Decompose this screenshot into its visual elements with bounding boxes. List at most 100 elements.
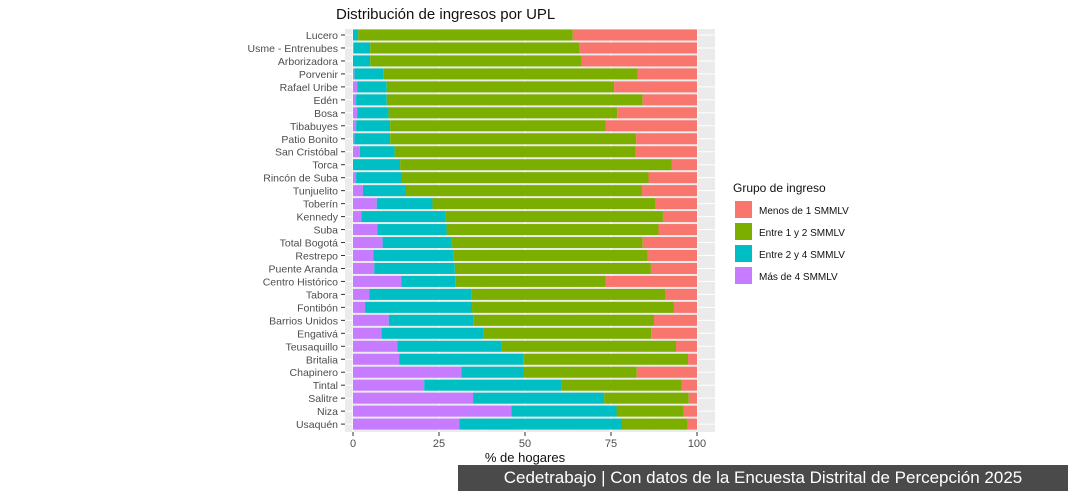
bar-segment-menos-de-1-smmlv: [635, 146, 697, 158]
bar-segment-m-s-de-4-smmlv: [353, 301, 366, 313]
bar-segment-menos-de-1-smmlv: [687, 418, 697, 430]
x-axis-label: % de hogares: [485, 450, 566, 465]
bar-segment-m-s-de-4-smmlv: [353, 211, 362, 223]
bar-segment-menos-de-1-smmlv: [642, 237, 697, 249]
bar-segment-entre-1-y-2-smmlv: [451, 237, 643, 249]
bar-segment-entre-1-y-2-smmlv: [453, 249, 648, 261]
bar-segment-entre-1-y-2-smmlv: [405, 185, 642, 197]
bar-segment-entre-1-y-2-smmlv: [616, 405, 684, 417]
y-tick-label: Barrios Unidos: [269, 315, 338, 327]
bar-segment-entre-2-y-4-smmlv: [397, 340, 502, 352]
bar-segment-entre-2-y-4-smmlv: [356, 120, 391, 132]
bar-segment-m-s-de-4-smmlv: [353, 237, 383, 249]
bar-segment-m-s-de-4-smmlv: [353, 107, 358, 119]
legend-label: Entre 2 y 4 SMMLV: [759, 250, 845, 261]
bar-segment-entre-2-y-4-smmlv: [354, 68, 384, 80]
bar-segment-m-s-de-4-smmlv: [353, 275, 402, 287]
bar-segment-entre-1-y-2-smmlv: [401, 172, 649, 184]
y-tick-label: Rafael Uribe: [280, 82, 339, 94]
y-tick-label: San Cristóbal: [275, 147, 338, 159]
bar-segment-entre-1-y-2-smmlv: [501, 340, 677, 352]
bar-segment-m-s-de-4-smmlv: [353, 418, 460, 430]
bar-segment-m-s-de-4-smmlv: [353, 146, 360, 158]
bar-segment-entre-1-y-2-smmlv: [390, 133, 637, 145]
bar-segment-menos-de-1-smmlv: [641, 185, 697, 197]
legend-key: [735, 223, 752, 240]
bar-segment-entre-2-y-4-smmlv: [382, 237, 452, 249]
bar-segment-menos-de-1-smmlv: [671, 159, 697, 171]
bar-segment-entre-1-y-2-smmlv: [446, 224, 659, 236]
bar-segment-menos-de-1-smmlv: [658, 224, 697, 236]
bar-segment-entre-1-y-2-smmlv: [386, 81, 615, 93]
bar-segment-menos-de-1-smmlv: [642, 94, 697, 106]
bar-segment-entre-2-y-4-smmlv: [359, 146, 395, 158]
bar-segment-m-s-de-4-smmlv: [353, 94, 357, 106]
x-tick-label: 50: [519, 438, 531, 450]
y-tick-label: Tintal: [313, 380, 338, 392]
bar-segment-m-s-de-4-smmlv: [353, 392, 474, 404]
y-tick-label: Fontibón: [297, 302, 338, 314]
bar-segment-entre-2-y-4-smmlv: [399, 353, 524, 365]
bar-segment-entre-2-y-4-smmlv: [459, 418, 623, 430]
x-tick-label: 100: [688, 438, 706, 450]
bar-segment-menos-de-1-smmlv: [647, 249, 697, 261]
bar-segment-m-s-de-4-smmlv: [353, 224, 378, 236]
y-tick-label: Torca: [312, 160, 338, 172]
bar-segment-entre-2-y-4-smmlv: [353, 29, 359, 41]
bar-segment-entre-1-y-2-smmlv: [394, 146, 636, 158]
y-tick-label: Usme - Entrenubes: [248, 43, 338, 55]
y-tick-label: Patio Bonito: [281, 134, 338, 146]
bar-segment-entre-2-y-4-smmlv: [381, 327, 484, 339]
bar-segment-menos-de-1-smmlv: [636, 366, 697, 378]
y-tick-label: Edén: [313, 95, 338, 107]
bar-segment-entre-1-y-2-smmlv: [622, 418, 688, 430]
bar-segment-m-s-de-4-smmlv: [353, 133, 355, 145]
bar-segment-menos-de-1-smmlv: [688, 392, 697, 404]
bar-segment-entre-1-y-2-smmlv: [432, 198, 656, 210]
y-tick-label: Total Bogotá: [280, 238, 339, 250]
y-tick-label: Tibabuyes: [290, 121, 338, 133]
bar-segment-menos-de-1-smmlv: [651, 327, 697, 339]
bar-segment-entre-1-y-2-smmlv: [390, 120, 606, 132]
bar-segment-entre-1-y-2-smmlv: [561, 379, 682, 391]
bar-segment-entre-2-y-4-smmlv: [356, 94, 387, 106]
bar-segment-m-s-de-4-smmlv: [353, 288, 370, 300]
bar-segment-m-s-de-4-smmlv: [353, 340, 398, 352]
bar-segment-entre-2-y-4-smmlv: [473, 392, 605, 404]
bar-segment-m-s-de-4-smmlv: [353, 405, 512, 417]
bar-segment-menos-de-1-smmlv: [676, 340, 697, 352]
bar-segment-entre-1-y-2-smmlv: [388, 107, 618, 119]
y-tick-label: Porvenir: [299, 69, 339, 81]
bar-segment-m-s-de-4-smmlv: [353, 172, 357, 184]
bar-segment-entre-2-y-4-smmlv: [353, 55, 371, 67]
bar-segment-menos-de-1-smmlv: [650, 262, 697, 274]
bar-segment-entre-1-y-2-smmlv: [483, 327, 652, 339]
bar-segment-entre-1-y-2-smmlv: [445, 211, 663, 223]
y-tick-label: Arborizadora: [278, 56, 338, 68]
bar-segment-entre-2-y-4-smmlv: [361, 211, 446, 223]
bar-segment-menos-de-1-smmlv: [683, 405, 697, 417]
y-tick-label: Usaquén: [296, 419, 338, 431]
bar-segment-menos-de-1-smmlv: [617, 107, 697, 119]
bar-segment-menos-de-1-smmlv: [655, 198, 697, 210]
y-tick-label: Kennedy: [297, 212, 339, 224]
bar-segment-menos-de-1-smmlv: [614, 81, 697, 93]
bar-segment-entre-1-y-2-smmlv: [370, 55, 582, 67]
bar-segment-m-s-de-4-smmlv: [353, 185, 363, 197]
bar-segment-menos-de-1-smmlv: [581, 55, 697, 67]
bar-segment-entre-2-y-4-smmlv: [376, 198, 433, 210]
y-tick-label: Bosa: [314, 108, 338, 120]
bar-segment-menos-de-1-smmlv: [673, 301, 697, 313]
bar-segment-menos-de-1-smmlv: [662, 211, 697, 223]
x-tick-label: 25: [433, 438, 445, 450]
bar-segment-entre-1-y-2-smmlv: [604, 392, 689, 404]
bar-segment-entre-1-y-2-smmlv: [386, 94, 643, 106]
bar-segment-m-s-de-4-smmlv: [353, 249, 374, 261]
bar-segment-entre-2-y-4-smmlv: [356, 172, 402, 184]
bar-segment-entre-2-y-4-smmlv: [365, 301, 473, 313]
bar-segment-entre-1-y-2-smmlv: [454, 262, 651, 274]
y-tick-label: Tunjuelito: [293, 186, 338, 198]
bar-segment-entre-2-y-4-smmlv: [357, 107, 389, 119]
bar-segment-m-s-de-4-smmlv: [353, 327, 382, 339]
y-tick-label: Salitre: [308, 393, 338, 405]
